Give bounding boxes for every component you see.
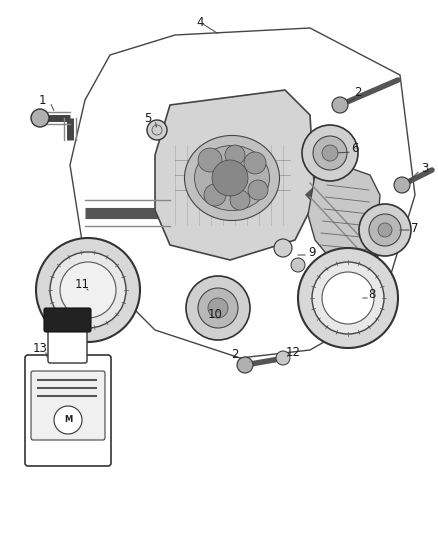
Text: 3: 3 (421, 161, 429, 174)
Text: 11: 11 (74, 279, 89, 292)
Ellipse shape (184, 135, 279, 221)
Circle shape (54, 406, 82, 434)
Circle shape (60, 262, 116, 318)
Circle shape (276, 351, 290, 365)
Text: M: M (64, 416, 72, 424)
Text: 2: 2 (354, 85, 362, 99)
Circle shape (212, 160, 248, 196)
FancyBboxPatch shape (44, 308, 91, 332)
Circle shape (312, 262, 384, 334)
Circle shape (147, 120, 167, 140)
Circle shape (50, 252, 126, 328)
Circle shape (378, 223, 392, 237)
Circle shape (244, 152, 266, 174)
Polygon shape (308, 168, 380, 265)
Circle shape (322, 145, 338, 161)
Circle shape (322, 272, 374, 324)
Circle shape (313, 136, 347, 170)
Text: 4: 4 (196, 15, 204, 28)
Circle shape (198, 288, 238, 328)
Circle shape (31, 109, 49, 127)
Circle shape (291, 258, 305, 272)
Circle shape (274, 239, 292, 257)
Text: 12: 12 (286, 345, 300, 359)
Circle shape (359, 204, 411, 256)
Ellipse shape (194, 146, 269, 211)
Circle shape (298, 248, 398, 348)
Circle shape (332, 97, 348, 113)
Circle shape (237, 357, 253, 373)
Circle shape (208, 298, 228, 318)
FancyBboxPatch shape (25, 355, 111, 466)
Circle shape (302, 125, 358, 181)
Circle shape (36, 238, 140, 342)
Polygon shape (155, 90, 315, 260)
Circle shape (204, 184, 226, 206)
Text: 13: 13 (32, 342, 47, 354)
Text: 7: 7 (411, 222, 419, 235)
Circle shape (369, 214, 401, 246)
Text: 5: 5 (144, 111, 152, 125)
Circle shape (198, 148, 222, 172)
Circle shape (394, 177, 410, 193)
Circle shape (225, 145, 245, 165)
Circle shape (248, 180, 268, 200)
Circle shape (186, 276, 250, 340)
FancyBboxPatch shape (48, 324, 87, 363)
Text: 8: 8 (368, 288, 376, 302)
Text: 9: 9 (308, 246, 316, 260)
Text: 6: 6 (351, 141, 359, 155)
Circle shape (230, 190, 250, 210)
FancyBboxPatch shape (31, 371, 105, 440)
Text: 1: 1 (38, 93, 46, 107)
Text: 2: 2 (231, 349, 239, 361)
Text: 10: 10 (208, 309, 223, 321)
